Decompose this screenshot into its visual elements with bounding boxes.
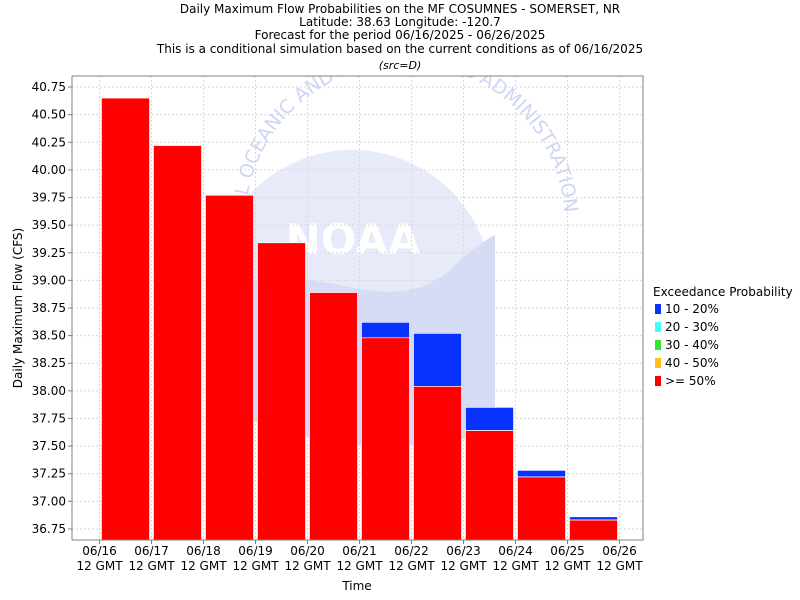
title-line-2: Latitude: 38.63 Longitude: -120.7 (299, 15, 501, 29)
legend-swatch (655, 304, 661, 314)
bar-06-17 (153, 145, 202, 541)
legend-label: 20 - 30% (665, 320, 719, 334)
legend-title: Exceedance Probability (653, 285, 793, 299)
legend-swatch (655, 340, 661, 350)
y-tick-label: 37.75 (32, 411, 66, 425)
legend-swatch (655, 376, 661, 386)
y-tick-label: 38.25 (32, 356, 66, 370)
bar-06-22 (413, 386, 462, 541)
bars (101, 97, 618, 541)
y-tick-label: 40.50 (32, 108, 66, 122)
x-tick-label: 06/20 (290, 544, 325, 558)
legend-label: >= 50% (665, 374, 716, 388)
bar-06-19 (257, 242, 306, 541)
y-tick-label: 39.25 (32, 246, 66, 260)
plot-border (71, 75, 644, 541)
y-tick-label: 40.00 (32, 163, 66, 177)
x-tick-label-time: 12 GMT (596, 559, 643, 573)
x-tick-label: 06/23 (446, 544, 481, 558)
bar-06-20 (309, 292, 358, 541)
x-tick-label: 06/24 (498, 544, 533, 558)
y-tick-label: 36.75 (32, 522, 66, 536)
x-tick-label: 06/22 (394, 544, 429, 558)
y-tick-label: 40.75 (32, 80, 66, 94)
legend-label: 10 - 20% (665, 302, 719, 316)
x-tick-label-time: 12 GMT (180, 559, 227, 573)
bar-06-18 (205, 195, 254, 541)
x-tick-label-time: 12 GMT (232, 559, 279, 573)
x-tick-label-time: 12 GMT (128, 559, 175, 573)
y-tick-label: 37.25 (32, 467, 66, 481)
title-line-4: This is a conditional simulation based o… (156, 42, 643, 56)
title-line-3: Forecast for the period 06/16/2025 - 06/… (255, 28, 546, 42)
y-tick-label: 38.00 (32, 384, 66, 398)
title-line-1: Daily Maximum Flow Probabilities on the … (180, 2, 620, 16)
bar-06-25 (569, 519, 618, 541)
x-tick-label: 06/18 (186, 544, 221, 558)
x-tick-label-time: 12 GMT (440, 559, 487, 573)
x-tick-label: 06/17 (134, 544, 169, 558)
x-tick-label-time: 12 GMT (544, 559, 591, 573)
y-tick-label: 40.25 (32, 135, 66, 149)
chart-title: Daily Maximum Flow Probabilities on the … (156, 2, 643, 72)
legend-swatch (655, 358, 661, 368)
y-tick-label: 39.50 (32, 218, 66, 232)
x-tick-label: 06/19 (238, 544, 273, 558)
x-tick-label-time: 12 GMT (284, 559, 331, 573)
watermark-logo-text: NOAA (286, 215, 421, 264)
x-axis-label: Time (341, 579, 371, 593)
y-tick-label: 39.75 (32, 191, 66, 205)
y-tick-label: 37.00 (32, 494, 66, 508)
legend-label: 40 - 50% (665, 356, 719, 370)
y-tick-label: 38.50 (32, 329, 66, 343)
legend-label: 30 - 40% (665, 338, 719, 352)
x-tick-label-time: 12 GMT (388, 559, 435, 573)
legend-swatch (655, 322, 661, 332)
x-tick-label: 06/26 (602, 544, 637, 558)
x-tick-label-time: 12 GMT (336, 559, 383, 573)
y-tick-label: 38.75 (32, 301, 66, 315)
y-tick-label: 37.50 (32, 439, 66, 453)
bar-06-23 (465, 430, 514, 541)
y-tick-label: 39.00 (32, 273, 66, 287)
x-tick-label: 06/25 (550, 544, 585, 558)
x-tick-label: 06/16 (82, 544, 117, 558)
legend: Exceedance Probability 10 - 20% 20 - 30% 3… (653, 285, 793, 388)
y-axis-label: Daily Maximum Flow (CFS) (11, 228, 25, 388)
x-tick-label: 06/21 (342, 544, 377, 558)
x-tick-label-time: 12 GMT (492, 559, 539, 573)
bar-06-21 (361, 337, 410, 541)
bar-06-16 (101, 97, 150, 541)
x-tick-label-time: 12 GMT (76, 559, 123, 573)
axes: 36.75 37.00 37.25 37.50 37.75 38.00 38.25 38.50… (32, 75, 644, 573)
subtitle: (src=D) (379, 59, 422, 72)
bar-06-24 (517, 476, 566, 541)
